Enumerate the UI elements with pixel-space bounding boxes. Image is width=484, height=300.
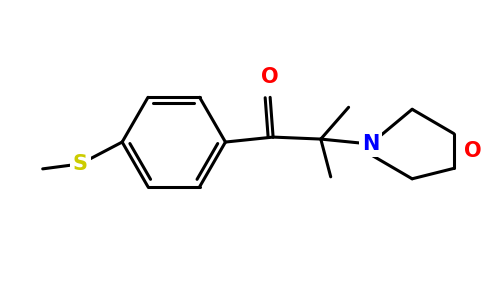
Text: S: S [73, 154, 88, 174]
Text: O: O [464, 141, 482, 161]
Text: N: N [362, 134, 379, 154]
Text: O: O [261, 68, 279, 87]
